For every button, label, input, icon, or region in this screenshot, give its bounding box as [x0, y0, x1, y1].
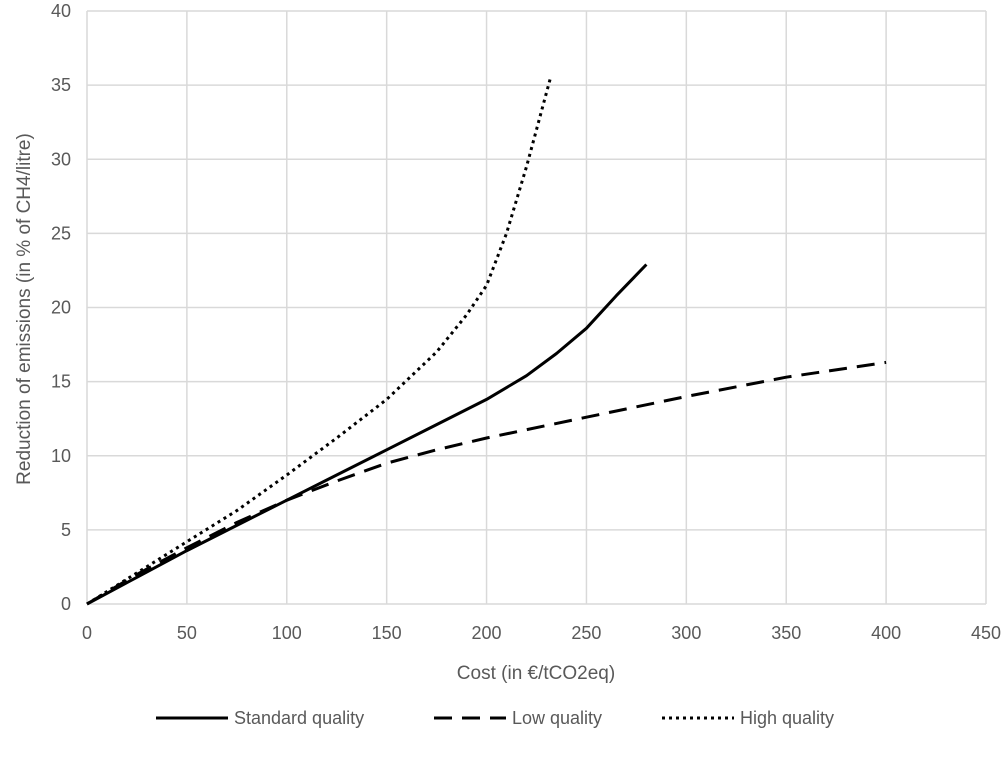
- series-line-standard-quality: [86, 263, 648, 606]
- legend-label-low-quality: Low quality: [512, 708, 602, 728]
- x-tick-label: 200: [472, 623, 502, 643]
- y-tick-label: 25: [51, 223, 71, 243]
- series-line-high-quality: [86, 77, 552, 606]
- x-tick-label: 300: [671, 623, 701, 643]
- x-tick-label: 50: [177, 623, 197, 643]
- x-tick-label: 450: [971, 623, 1001, 643]
- y-tick-label: 30: [51, 149, 71, 169]
- y-tick-label: 0: [61, 594, 71, 614]
- x-tick-label: 0: [82, 623, 92, 643]
- x-tick-label: 150: [372, 623, 402, 643]
- y-axis-title: Reduction of emissions (in % of CH4/litr…: [14, 133, 35, 485]
- x-tick-label: 400: [871, 623, 901, 643]
- gridlines: [86, 10, 987, 605]
- x-tick-label: 350: [771, 623, 801, 643]
- legend-label-standard-quality: Standard quality: [234, 708, 364, 728]
- series-line-low-quality: [86, 360, 887, 606]
- series-lines: [86, 77, 887, 606]
- y-tick-label: 15: [51, 372, 71, 392]
- tick-labels: 0 50 100 150 200 250 300 350 400 450 0 5 10 15 20 25 30 3…: [51, 1, 1001, 643]
- y-tick-label: 10: [51, 446, 71, 466]
- x-axis-title: Cost (in €/tCO2eq): [457, 663, 615, 684]
- y-tick-label: 5: [61, 520, 71, 540]
- legend: Standard quality Low quality High qualit…: [156, 708, 834, 728]
- y-tick-label: 35: [51, 75, 71, 95]
- x-tick-label: 250: [571, 623, 601, 643]
- y-tick-label: 20: [51, 298, 71, 318]
- legend-label-high-quality: High quality: [740, 708, 834, 728]
- x-tick-label: 100: [272, 623, 302, 643]
- y-tick-label: 40: [51, 1, 71, 21]
